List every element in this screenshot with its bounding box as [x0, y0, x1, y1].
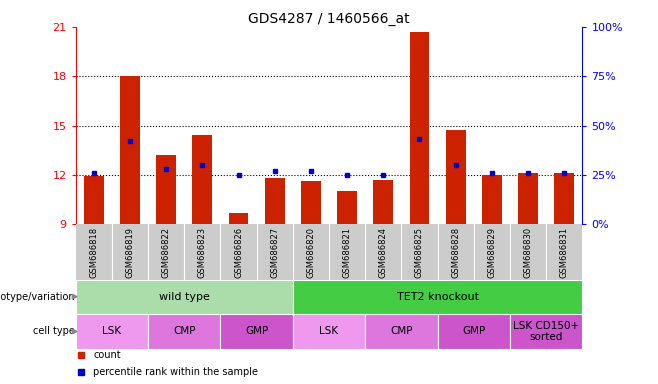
- Text: GSM686821: GSM686821: [343, 227, 351, 278]
- Text: CMP: CMP: [173, 326, 195, 336]
- Bar: [438, 314, 510, 349]
- Text: percentile rank within the sample: percentile rank within the sample: [93, 367, 259, 377]
- Text: GSM686829: GSM686829: [488, 227, 496, 278]
- Text: GMP: GMP: [245, 326, 268, 336]
- Bar: [301, 181, 321, 224]
- Bar: [293, 280, 582, 314]
- Text: count: count: [93, 351, 121, 361]
- Bar: [445, 131, 466, 224]
- Title: GDS4287 / 1460566_at: GDS4287 / 1460566_at: [248, 12, 410, 26]
- Bar: [120, 76, 140, 224]
- Text: GSM686827: GSM686827: [270, 227, 279, 278]
- Bar: [76, 280, 293, 314]
- Text: GSM686819: GSM686819: [126, 227, 134, 278]
- Text: GSM686818: GSM686818: [89, 227, 98, 278]
- Bar: [293, 314, 365, 349]
- Bar: [156, 155, 176, 224]
- Bar: [409, 32, 430, 224]
- Bar: [510, 314, 582, 349]
- Text: cell type: cell type: [33, 326, 75, 336]
- Text: LSK: LSK: [102, 326, 122, 336]
- Text: LSK CD150+
sorted: LSK CD150+ sorted: [513, 321, 579, 342]
- Bar: [482, 175, 502, 224]
- Bar: [76, 314, 148, 349]
- Bar: [365, 314, 438, 349]
- Text: GSM686822: GSM686822: [162, 227, 170, 278]
- Bar: [373, 180, 393, 224]
- Text: GSM686820: GSM686820: [307, 227, 315, 278]
- Bar: [192, 136, 213, 224]
- Text: CMP: CMP: [390, 326, 413, 336]
- Text: GSM686828: GSM686828: [451, 227, 460, 278]
- Bar: [554, 173, 574, 224]
- Text: GSM686826: GSM686826: [234, 227, 243, 278]
- Text: GSM686823: GSM686823: [198, 227, 207, 278]
- Bar: [337, 191, 357, 224]
- Text: TET2 knockout: TET2 knockout: [397, 291, 478, 301]
- Text: GSM686830: GSM686830: [524, 227, 532, 278]
- Text: GSM686824: GSM686824: [379, 227, 388, 278]
- Text: GMP: GMP: [462, 326, 486, 336]
- Text: LSK: LSK: [319, 326, 339, 336]
- Text: genotype/variation: genotype/variation: [0, 291, 75, 301]
- Bar: [220, 314, 293, 349]
- Bar: [84, 177, 104, 224]
- Bar: [148, 314, 220, 349]
- Bar: [265, 178, 285, 224]
- Text: GSM686831: GSM686831: [560, 227, 569, 278]
- Bar: [228, 213, 249, 224]
- Text: wild type: wild type: [159, 291, 210, 301]
- Bar: [518, 173, 538, 224]
- Text: GSM686825: GSM686825: [415, 227, 424, 278]
